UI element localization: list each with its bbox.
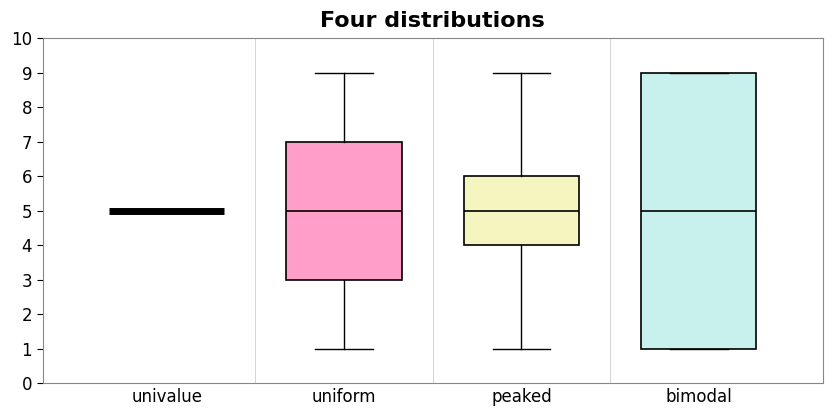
Title: Four distributions: Four distributions [320,11,545,31]
PathPatch shape [286,142,402,279]
PathPatch shape [464,176,579,245]
PathPatch shape [641,73,756,349]
